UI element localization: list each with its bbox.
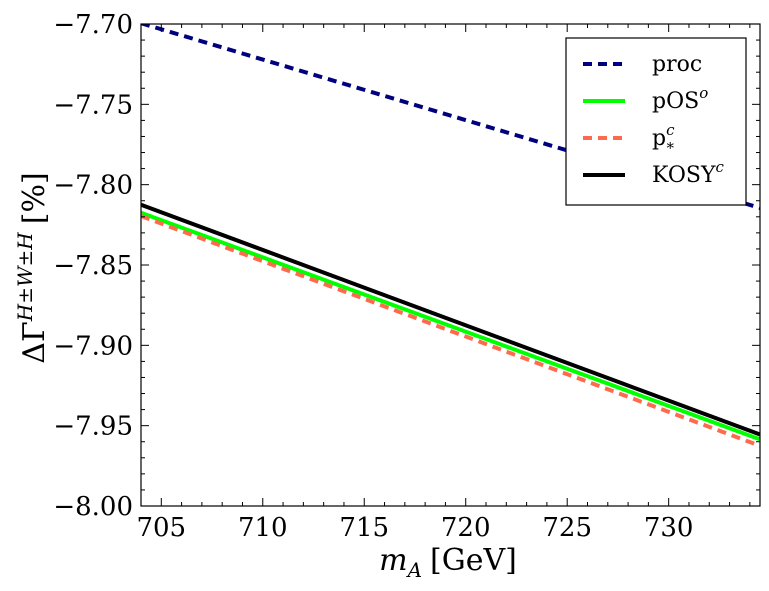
series-lines	[141, 24, 760, 448]
x-tick-label: 715	[339, 513, 389, 543]
y-tick-label: −7.70	[53, 10, 133, 40]
series-line-1	[141, 210, 760, 442]
x-tick-label: 730	[644, 513, 694, 543]
x-tick-label: 725	[542, 513, 592, 543]
y-tick-label: −7.80	[53, 171, 133, 201]
x-tick-label: 710	[238, 513, 288, 543]
y-tick-label: −7.75	[53, 90, 133, 120]
series-line-0	[141, 24, 760, 210]
x-tick-label: 705	[136, 513, 186, 543]
legend-label-3: KOSYc	[652, 158, 724, 188]
series-line-2	[141, 214, 760, 448]
x-tick-label: 720	[441, 513, 491, 543]
series-line-3	[141, 202, 760, 437]
legend-label-2: pc *	[652, 121, 675, 157]
x-axis-label: mA [GeV]	[379, 543, 517, 582]
legend-box	[565, 37, 747, 206]
tick-labels: 705 710 715 720 725 730 −8.00 −7.95 −7.90 −7.85 −7…	[53, 10, 693, 543]
legend: proc pOSo pc *KOSYc	[565, 37, 747, 206]
y-tick-label: −8.00	[53, 492, 133, 522]
y-axis-label: ΔΓH±W±H[%]	[13, 172, 52, 363]
y-tick-label: −7.95	[53, 412, 133, 442]
legend-label-0: proc	[652, 52, 702, 77]
ticks	[141, 23, 760, 507]
y-tick-label: −7.85	[53, 251, 133, 281]
legend-label-1: pOSo	[652, 84, 708, 114]
y-tick-label: −7.90	[53, 331, 133, 361]
